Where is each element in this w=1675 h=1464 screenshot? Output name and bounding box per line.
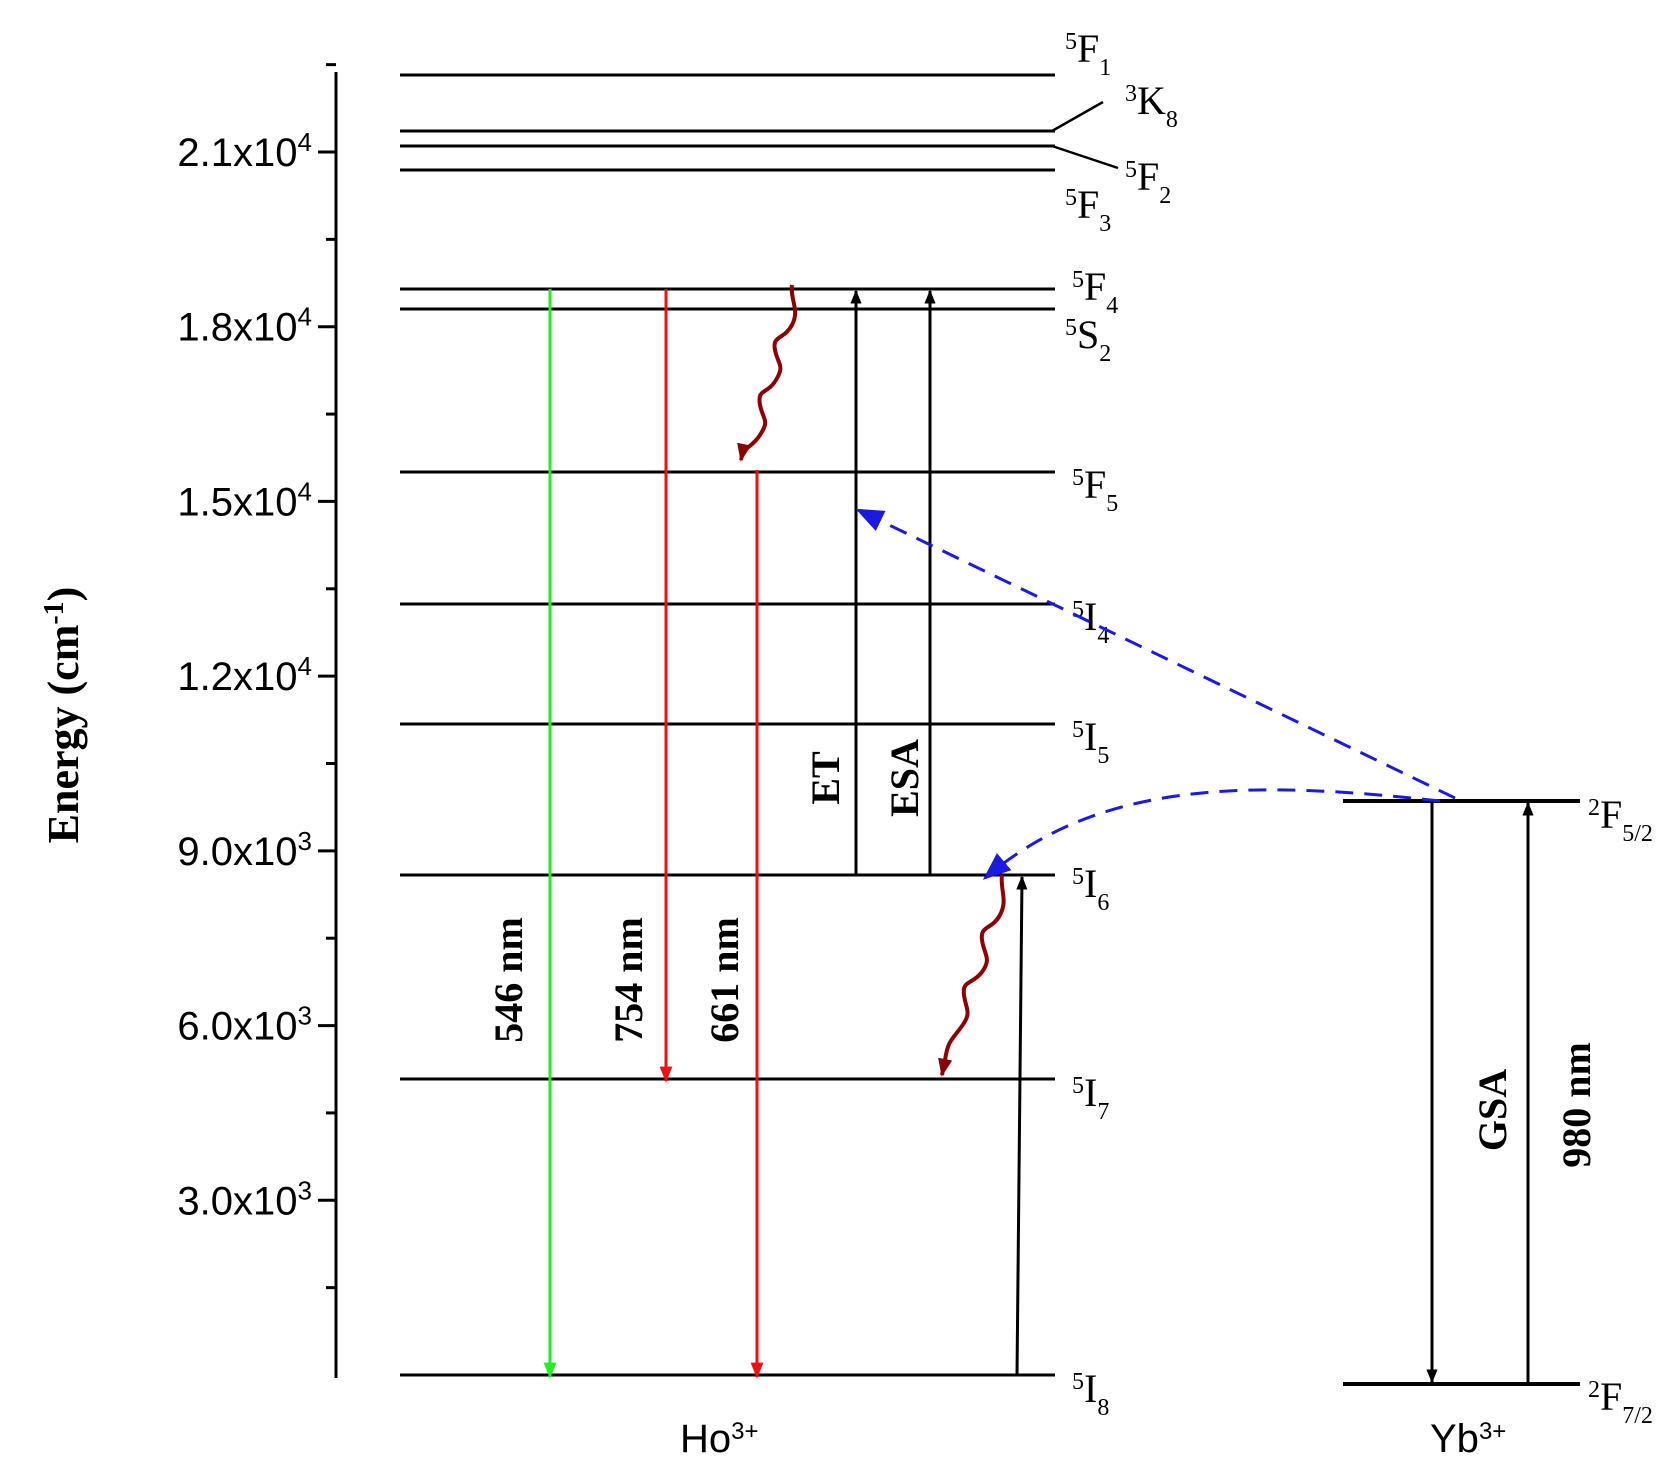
- label-3K8: 3K8: [1125, 78, 1178, 133]
- label-esa: ESA: [882, 739, 927, 817]
- label-5F5: 5F5: [1072, 462, 1118, 517]
- label-5I5: 5I5: [1072, 714, 1109, 769]
- arrow-ho-ground-excitation: [1015, 875, 1028, 1376]
- connector-5F2: [1051, 144, 1119, 170]
- ion-labels: Ho3+ Yb3+: [680, 1417, 1506, 1461]
- tick-label: 6.0x103: [177, 1001, 312, 1049]
- label-2F72: 2F7/2: [1588, 1374, 1653, 1429]
- label-5F3: 5F3: [1065, 182, 1111, 237]
- label-5I6: 5I6: [1072, 861, 1109, 916]
- label-5I4: 5I4: [1072, 594, 1109, 649]
- tick-label: 9.0x103: [177, 826, 312, 874]
- label-gsa: GSA: [1470, 1069, 1515, 1151]
- ho-energy-levels: [400, 73, 1119, 1377]
- label-546nm: 546 nm: [486, 917, 531, 1043]
- label-5F1: 5F1: [1065, 26, 1111, 81]
- label-754nm: 754 nm: [606, 917, 651, 1043]
- excitation-transitions: [850, 289, 1534, 1384]
- tick-label: 1.2x104: [177, 651, 312, 699]
- label-5F2: 5F2: [1125, 154, 1171, 209]
- label-980nm: 980 nm: [1554, 1042, 1599, 1168]
- tick-label: 3.0x103: [177, 1175, 312, 1223]
- label-et: ET: [803, 751, 848, 805]
- wavy-arrow-5S2-to-5F5: [737, 284, 798, 462]
- label-661nm: 661 nm: [702, 917, 747, 1043]
- transition-labels: 546 nm 754 nm 661 nm ET ESA GSA 980 nm: [486, 739, 1599, 1168]
- label-yb3plus: Yb3+: [1430, 1417, 1506, 1461]
- y-axis-ticks: [318, 63, 336, 1290]
- label-ho3plus: Ho3+: [680, 1417, 759, 1461]
- label-5I8: 5I8: [1072, 1366, 1109, 1421]
- level-labels: 5F1 3K8 5F2 5F3 5F4 5S2 5F5 5I4 5I5 5I6 …: [1065, 26, 1653, 1429]
- tick-label: 1.5x104: [177, 476, 312, 524]
- y-axis-tick-labels: 2.1x104 1.8x104 1.5x104 1.2x104 9.0x103 6.0x1…: [177, 127, 312, 1223]
- connector-3K8: [1051, 100, 1104, 133]
- energy-transfer-arrows: [855, 508, 1456, 880]
- label-5F4: 5F4: [1072, 264, 1118, 319]
- emission-transitions: [543, 289, 764, 1379]
- et-arrow-to-5I6: [982, 788, 1441, 880]
- label-5I7: 5I7: [1072, 1070, 1109, 1125]
- tick-label: 1.8x104: [177, 302, 312, 350]
- et-arrow-to-5F4: [855, 508, 1456, 800]
- label-5S2: 5S2: [1065, 312, 1111, 367]
- y-axis: 2.1x104 1.8x104 1.5x104 1.2x104 9.0x103 6.0x1…: [39, 63, 338, 1378]
- yb-energy-levels: [1343, 799, 1580, 1386]
- wavy-arrow-5I6-to-5I7: [938, 874, 1006, 1077]
- y-axis-title: Energy (cm-1): [39, 587, 89, 844]
- tick-label: 2.1x104: [177, 127, 312, 175]
- label-2F52: 2F5/2: [1588, 792, 1653, 847]
- nonradiative-relaxation: [737, 284, 1006, 1077]
